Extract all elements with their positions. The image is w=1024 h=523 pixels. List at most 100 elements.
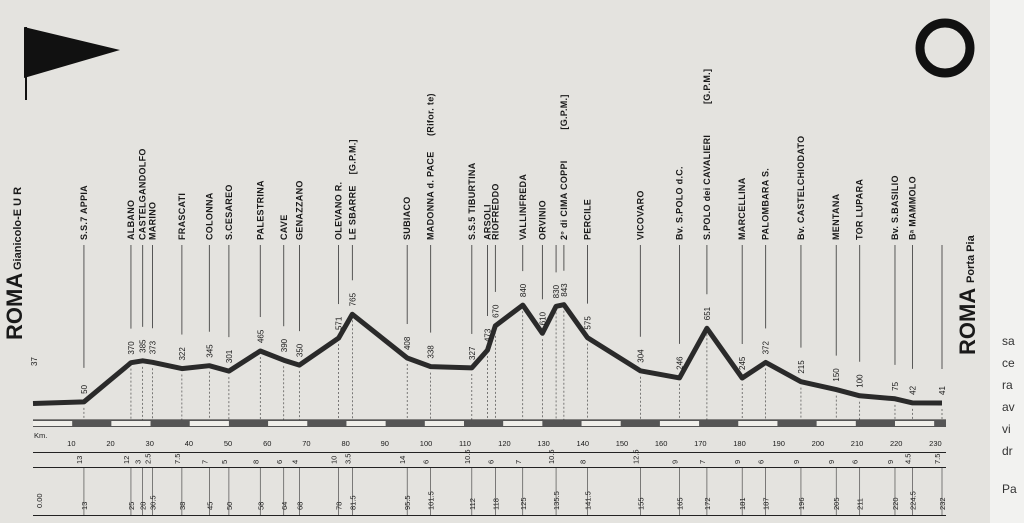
- cumulative-distance: 68: [295, 502, 304, 510]
- km-tick-label: 100: [420, 439, 433, 448]
- km-tick-label: 210: [851, 439, 864, 448]
- finish-title: ROMA Porta Pia: [955, 234, 980, 355]
- labels-layer: 37 S.S.7 APPIA 50 ALBANO 370 CASTELGANDOLFO 38…: [30, 69, 947, 420]
- segment-distance: 10.5: [547, 449, 556, 464]
- km-axis: Km. 10 20 30 40 50 60 70 80 90 100 110 120 130 140 150…: [33, 420, 946, 448]
- km-tick-label: 50: [224, 439, 232, 448]
- cumulative-distance: 232: [938, 497, 947, 510]
- segment-distance: 6: [275, 460, 284, 464]
- km-scale-block: [189, 421, 229, 426]
- km-scale-block: [268, 421, 308, 426]
- segment-distance: 8: [251, 460, 260, 464]
- facing-page-line: sa: [1002, 334, 1015, 348]
- km-scale-block: [659, 421, 700, 426]
- town-label: VALLINFREDA: [518, 174, 528, 240]
- segment-distance: 6: [851, 460, 860, 464]
- altitude-label: 385: [139, 339, 148, 353]
- altitude-label: 42: [909, 385, 918, 394]
- altitude-label: 304: [636, 349, 645, 363]
- cumulative-distance: 205: [832, 497, 841, 510]
- town-label: MENTANA: [831, 193, 841, 240]
- km-tick-label: 170: [694, 439, 707, 448]
- segment-distance: 6: [422, 460, 431, 464]
- town-label: Bᵃ MAMMOLO: [908, 176, 918, 240]
- altitude-label: 327: [468, 346, 477, 360]
- facing-page-text: sa ce ra av vi dr Pa: [1002, 330, 1024, 500]
- segment-distance: 5: [220, 460, 229, 464]
- km-tick-label: 30: [146, 439, 154, 448]
- printed-page: [0, 0, 1000, 523]
- town-label: CAVE: [279, 214, 289, 240]
- altitude-label: 473: [484, 328, 493, 342]
- segment-distance: 12: [122, 456, 131, 464]
- cumulative-distance: 28: [139, 502, 148, 510]
- cumulative-distance: 196: [797, 497, 806, 510]
- cumulative-distance: 125: [519, 497, 528, 510]
- altitude-label: 408: [403, 336, 412, 350]
- segment-distance: 4.5: [904, 454, 913, 464]
- altitude-label: 245: [738, 356, 747, 370]
- km-scale-block: [111, 421, 151, 426]
- cumulative-distance: 13: [80, 502, 89, 510]
- segment-distance: 12.5: [631, 449, 640, 464]
- cumulative-distance: 38: [178, 502, 187, 510]
- town-label: ALBANO: [126, 200, 136, 240]
- segment-distance: 8: [578, 460, 587, 464]
- town-label: S.POLO dei CAVALIERI: [702, 135, 712, 240]
- cumulative-distance: 224.5: [909, 491, 918, 510]
- km-tick-label: 70: [302, 439, 310, 448]
- km-tick-label: 10: [67, 439, 75, 448]
- cumulative-distance: 220: [891, 497, 900, 510]
- town-tag: [G.P.M.]: [347, 139, 357, 174]
- finish-circle-icon: [915, 18, 975, 78]
- km-tick-label: 220: [890, 439, 903, 448]
- km-tick-label: 40: [185, 439, 193, 448]
- cumulative-distance: 211: [856, 498, 865, 510]
- segment-distance: 3.5: [343, 454, 352, 464]
- altitude-label: 651: [703, 306, 712, 320]
- town-tag: [G.P.M.]: [559, 94, 569, 129]
- altitude-label: 215: [797, 360, 806, 374]
- town-label: ARSOLI: [483, 204, 493, 240]
- altitude-label: 350: [295, 343, 304, 357]
- km-scale-block: [346, 421, 386, 426]
- cumulative-distance: 30.5: [149, 495, 158, 510]
- town-label: OLEVANO R.: [334, 182, 344, 240]
- segment-distance: 9: [792, 460, 801, 464]
- town-label: S.S.5 TIBURTINA: [467, 162, 477, 240]
- town-label: COLONNA: [204, 192, 214, 240]
- altitude-label: 465: [256, 329, 265, 343]
- start-altitude-label: 37: [30, 357, 39, 366]
- segment-distance: 7: [514, 460, 523, 464]
- cumulative-distance: 25: [127, 502, 136, 510]
- segment-distance: 9: [670, 460, 679, 464]
- altitude-label: 150: [832, 368, 841, 382]
- altitude-label: 610: [538, 311, 547, 325]
- table-line-bottom: [33, 515, 946, 516]
- facing-page-line: Pa: [1002, 482, 1017, 496]
- altitude-label: 301: [225, 349, 234, 363]
- altitude-label: 843: [560, 283, 569, 297]
- segment-distance: 6: [757, 460, 766, 464]
- km-tick-label: 120: [498, 439, 511, 448]
- town-tag: [G.P.M.]: [702, 69, 712, 104]
- cumulative-distance: 78: [335, 502, 344, 510]
- elevation-line: [32, 302, 943, 406]
- segment-distance: 9: [733, 460, 742, 464]
- segment-distance: 14: [398, 456, 407, 464]
- km-tick-label: 90: [381, 439, 389, 448]
- segment-distance: 7: [698, 460, 707, 464]
- town-label: VICOVARO: [635, 190, 645, 240]
- segment-distance: 10.5: [463, 449, 472, 464]
- town-label: PERCILE: [582, 199, 592, 240]
- km-scale-block: [581, 421, 621, 426]
- cumulative-distance: 101.5: [427, 491, 436, 510]
- town-label: PALESTRINA: [255, 180, 265, 240]
- km-scale-bar: [33, 420, 946, 427]
- cumulative-distance: 187: [762, 497, 771, 510]
- town-label: GENAZZANO: [294, 180, 304, 240]
- cumulative-distance: 172: [703, 497, 712, 510]
- segment-distance: 10: [330, 456, 339, 464]
- distance-table: 0.00131312253282.530.57.5387455508586644…: [33, 449, 947, 516]
